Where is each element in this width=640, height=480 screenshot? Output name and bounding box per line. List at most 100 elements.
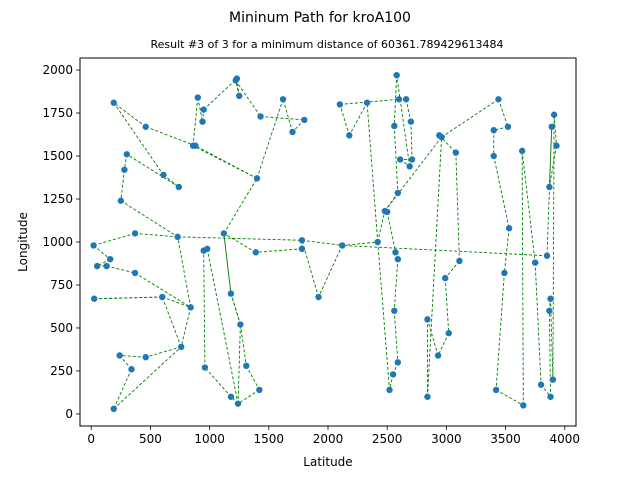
x-tick-label: 3000 bbox=[431, 432, 462, 446]
points-layer bbox=[90, 71, 560, 413]
path-segment bbox=[444, 260, 460, 279]
path-segment bbox=[410, 121, 413, 160]
path-segment bbox=[348, 102, 368, 136]
path-segment bbox=[548, 310, 551, 397]
data-point bbox=[549, 376, 557, 383]
x-tick-label: 2000 bbox=[313, 432, 344, 446]
path-segment bbox=[204, 367, 232, 398]
path-segment bbox=[177, 236, 302, 241]
y-tick-label: 1250 bbox=[42, 192, 73, 206]
x-tick-label: 3500 bbox=[490, 432, 521, 446]
y-tick-label: 1000 bbox=[42, 235, 73, 249]
data-point bbox=[492, 386, 500, 394]
data-point bbox=[374, 238, 381, 246]
data-point bbox=[397, 156, 404, 163]
data-point bbox=[117, 197, 125, 204]
path-segment bbox=[203, 78, 238, 110]
data-point bbox=[256, 386, 263, 394]
path-segment bbox=[113, 369, 132, 409]
data-point bbox=[315, 293, 322, 301]
path-segment bbox=[534, 262, 542, 385]
path-segment bbox=[120, 169, 125, 201]
path-segment bbox=[230, 293, 241, 325]
path-segment bbox=[455, 152, 460, 261]
data-point bbox=[436, 132, 443, 139]
path-segment bbox=[239, 324, 247, 366]
data-point bbox=[178, 343, 185, 351]
data-point bbox=[339, 242, 346, 249]
data-point bbox=[159, 293, 166, 301]
y-tick-label: 750 bbox=[50, 278, 73, 292]
path-segment bbox=[393, 75, 398, 126]
data-point bbox=[408, 156, 416, 163]
data-point bbox=[199, 118, 206, 125]
x-tick-label: 1000 bbox=[194, 432, 225, 446]
path-segment bbox=[377, 241, 391, 390]
data-point bbox=[220, 230, 228, 237]
path-segment bbox=[546, 126, 553, 256]
path-segment bbox=[163, 174, 180, 188]
path-segment bbox=[550, 298, 554, 380]
path-segment bbox=[393, 310, 399, 363]
path-segment bbox=[126, 153, 180, 188]
path-segment bbox=[223, 233, 257, 253]
data-point bbox=[253, 175, 261, 182]
data-point bbox=[452, 149, 460, 156]
path-segment bbox=[521, 150, 524, 406]
data-point bbox=[393, 71, 400, 79]
path-segment bbox=[113, 346, 182, 410]
data-point bbox=[501, 269, 508, 277]
path-segment bbox=[113, 102, 164, 176]
path-segment bbox=[256, 99, 284, 179]
path-segment bbox=[301, 239, 343, 246]
data-point bbox=[298, 245, 306, 253]
data-point bbox=[520, 402, 527, 409]
data-point bbox=[547, 393, 554, 400]
path-segment bbox=[223, 233, 232, 294]
data-point bbox=[110, 99, 117, 106]
path-segment bbox=[260, 116, 305, 121]
data-point bbox=[192, 142, 199, 149]
path-segment bbox=[393, 259, 399, 311]
data-point bbox=[201, 364, 209, 371]
data-point bbox=[490, 152, 497, 160]
path-segment bbox=[548, 145, 557, 188]
data-point bbox=[194, 94, 201, 101]
path-segment bbox=[438, 135, 457, 153]
data-point bbox=[91, 295, 98, 302]
path-segment bbox=[162, 296, 191, 308]
x-tick-label: 500 bbox=[139, 432, 162, 446]
path-segment bbox=[113, 102, 146, 128]
path-segment bbox=[93, 245, 111, 260]
path-segment bbox=[93, 232, 136, 246]
path-segment bbox=[437, 332, 450, 356]
path-segment bbox=[203, 250, 206, 368]
path-segment bbox=[366, 102, 379, 243]
data-point bbox=[187, 304, 194, 311]
chart-subtitle: Result #3 of 3 for a minimum distance of… bbox=[150, 38, 503, 51]
data-point bbox=[200, 106, 207, 113]
data-point bbox=[553, 142, 560, 149]
y-tick-label: 250 bbox=[50, 364, 73, 378]
path-segment bbox=[245, 365, 260, 391]
data-point bbox=[131, 269, 139, 277]
data-point bbox=[394, 189, 402, 197]
data-point bbox=[160, 171, 167, 179]
path-segment bbox=[145, 126, 196, 147]
x-axis: 0 500 1000 1500 2000 2500 3000 3500 4000 bbox=[87, 426, 580, 446]
data-point bbox=[505, 225, 513, 232]
data-point bbox=[106, 255, 114, 263]
path-segment bbox=[180, 307, 192, 348]
data-point bbox=[547, 295, 554, 302]
data-point bbox=[336, 101, 344, 108]
data-point bbox=[123, 151, 130, 158]
data-point bbox=[394, 359, 402, 366]
path-segment bbox=[377, 210, 386, 243]
path-segment bbox=[553, 114, 557, 146]
path-segment bbox=[503, 228, 510, 274]
data-point bbox=[301, 116, 308, 124]
path-segment bbox=[444, 278, 450, 334]
data-point bbox=[116, 352, 123, 359]
data-point bbox=[175, 183, 183, 191]
